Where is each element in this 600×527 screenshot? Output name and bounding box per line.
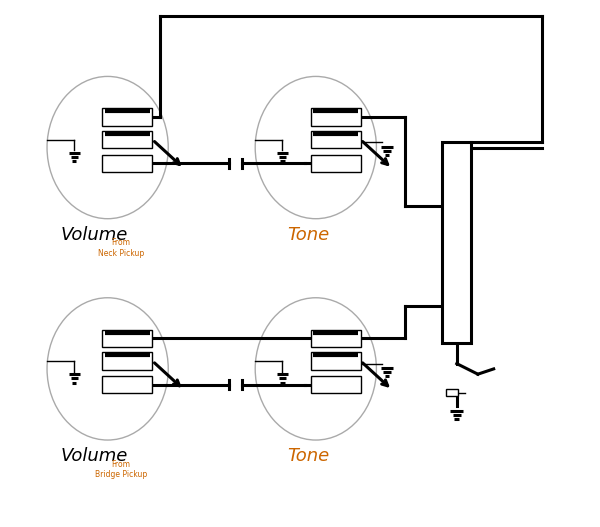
Bar <box>311 376 361 393</box>
Bar <box>103 352 152 370</box>
Bar <box>103 376 152 393</box>
Bar <box>103 131 152 149</box>
Bar <box>103 155 152 172</box>
Bar <box>103 330 152 347</box>
Text: From
Bridge Pickup: From Bridge Pickup <box>95 460 147 479</box>
Bar <box>311 131 361 149</box>
Text: Volume: Volume <box>60 226 128 244</box>
Ellipse shape <box>47 298 168 440</box>
Bar <box>311 352 361 370</box>
Text: From
Neck Pickup: From Neck Pickup <box>98 238 144 258</box>
Bar <box>442 142 471 343</box>
Ellipse shape <box>47 76 168 219</box>
Bar <box>311 155 361 172</box>
Bar <box>446 389 458 396</box>
Bar <box>311 330 361 347</box>
Text: Volume: Volume <box>60 447 128 465</box>
Text: Tone: Tone <box>287 447 329 465</box>
Bar <box>311 109 361 126</box>
Ellipse shape <box>255 76 376 219</box>
Bar <box>103 109 152 126</box>
Ellipse shape <box>255 298 376 440</box>
Text: Tone: Tone <box>287 226 329 244</box>
